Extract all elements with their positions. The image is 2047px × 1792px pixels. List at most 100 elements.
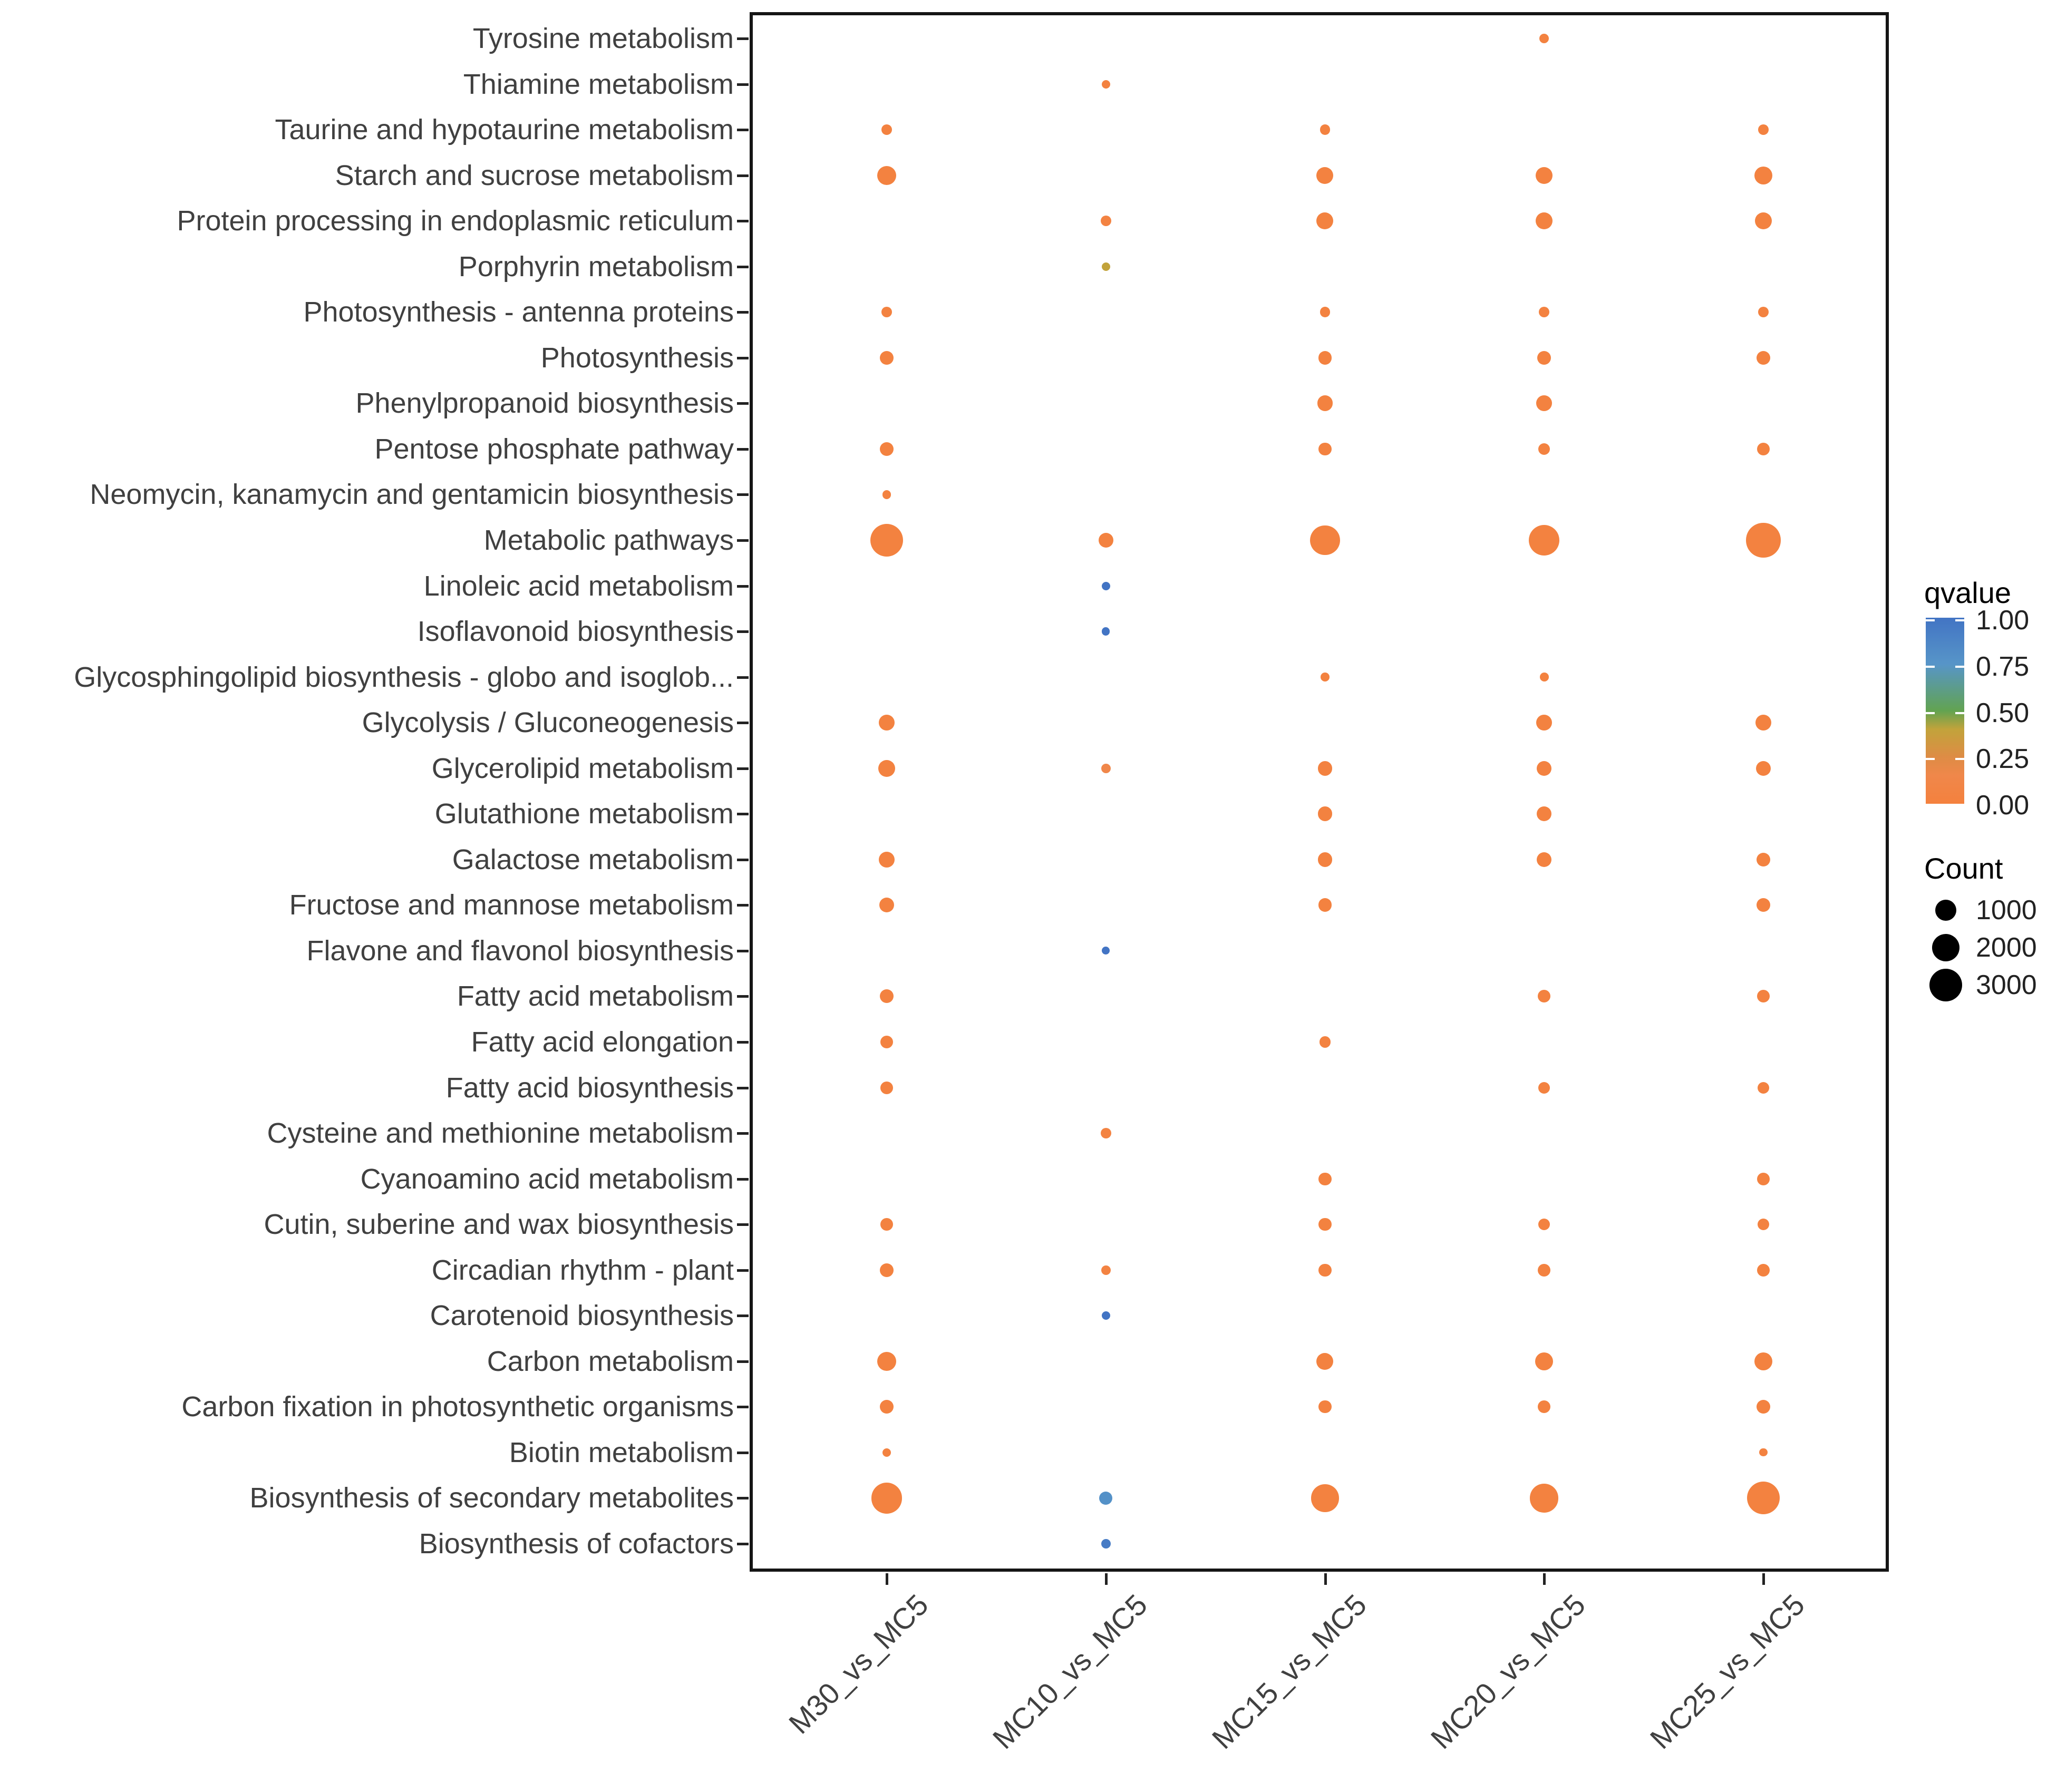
y-axis-tick [737, 1132, 749, 1135]
y-axis-tick [737, 402, 749, 405]
y-axis-tick [737, 311, 749, 314]
data-point [1100, 1128, 1111, 1139]
data-point [1757, 990, 1770, 1003]
data-point [1754, 212, 1772, 230]
data-point [882, 1448, 891, 1457]
data-point [1757, 1263, 1770, 1277]
data-point [1316, 167, 1334, 184]
data-point [1318, 1400, 1332, 1414]
x-axis-tick [1324, 1573, 1327, 1585]
count-legend-label: 2000 [1976, 932, 2037, 963]
data-point [1539, 34, 1549, 43]
y-axis-tick [737, 83, 749, 86]
data-point [1530, 1484, 1559, 1513]
x-axis-tick [1543, 1573, 1546, 1585]
colorbar-tick [1955, 665, 1964, 668]
colorbar-tick [1926, 619, 1935, 621]
data-point [1102, 947, 1110, 955]
y-axis-tick [737, 722, 749, 725]
y-axis-tick [737, 1269, 749, 1272]
data-point [1318, 1172, 1332, 1185]
data-point [1754, 1352, 1772, 1370]
data-point [1754, 166, 1772, 184]
data-point [1538, 1400, 1551, 1414]
data-point [1538, 1082, 1550, 1094]
data-point [1101, 80, 1110, 89]
y-axis-label: Biosynthesis of cofactors [419, 1527, 734, 1560]
y-axis-tick [737, 174, 749, 177]
y-axis-tick [737, 1223, 749, 1226]
data-point [1317, 395, 1333, 412]
qvalue-tick-label: 0.00 [1976, 790, 2030, 821]
data-point [1318, 1263, 1332, 1277]
data-point [1100, 216, 1111, 227]
x-axis-label: MC20_vs_MC5 [1424, 1588, 1592, 1756]
data-point [880, 989, 894, 1004]
data-point [1101, 1311, 1110, 1320]
y-axis-tick [737, 220, 749, 223]
data-point [1758, 1219, 1769, 1231]
data-point [879, 898, 894, 913]
data-point [1535, 1352, 1554, 1370]
y-axis-label: Cyanoamino acid metabolism [360, 1163, 734, 1195]
data-point [1755, 715, 1771, 731]
y-axis-label: Isoflavonoid biosynthesis [417, 616, 734, 648]
y-axis-tick [737, 1177, 749, 1181]
y-axis-tick [737, 37, 749, 40]
data-point [880, 442, 894, 456]
colorbar-tick [1955, 712, 1964, 714]
y-axis-label: Tyrosine metabolism [472, 23, 734, 54]
data-point [1538, 443, 1550, 455]
y-axis-tick [737, 1497, 749, 1500]
data-point [1536, 715, 1553, 731]
colorbar-tick [1955, 758, 1964, 761]
data-point [1316, 1352, 1334, 1370]
data-point [1537, 350, 1551, 365]
y-axis-label: Protein processing in endoplasmic reticu… [177, 205, 734, 237]
data-point [1757, 1172, 1770, 1185]
data-point [1318, 442, 1332, 455]
data-point [1759, 1448, 1768, 1457]
data-point [1316, 212, 1334, 230]
data-point [880, 350, 894, 365]
x-axis-tick [1762, 1573, 1765, 1585]
y-axis-label: Taurine and hypotaurine metabolism [275, 114, 734, 146]
data-point [870, 524, 903, 557]
y-axis-tick [737, 1040, 749, 1044]
y-axis-tick [737, 1360, 749, 1363]
data-point [1539, 307, 1550, 318]
data-point [1101, 1265, 1111, 1275]
data-point [1320, 307, 1331, 318]
data-point [879, 851, 895, 868]
x-axis-label: MC25_vs_MC5 [1643, 1588, 1811, 1756]
data-point [880, 1081, 894, 1094]
y-axis-label: Porphyrin metabolism [458, 250, 734, 283]
data-point [1311, 1484, 1339, 1512]
data-point [1321, 673, 1330, 681]
data-point [1317, 852, 1333, 867]
data-point [1101, 581, 1110, 590]
data-point [882, 490, 891, 499]
y-axis-tick [737, 447, 749, 451]
y-axis-label: Galactose metabolism [452, 843, 734, 875]
y-axis-label: Biotin metabolism [509, 1436, 734, 1468]
y-axis-tick [737, 1542, 749, 1545]
y-axis-tick [737, 904, 749, 907]
y-axis-tick [737, 356, 749, 359]
y-axis-tick [737, 1314, 749, 1318]
y-axis-tick [737, 493, 749, 496]
y-axis-label: Glycerolipid metabolism [431, 752, 734, 784]
data-point [1757, 350, 1770, 365]
y-axis-tick [737, 539, 749, 542]
data-point [1539, 673, 1549, 681]
qvalue-tick-label: 0.25 [1976, 744, 2030, 775]
data-point [1757, 442, 1770, 455]
data-point [1747, 1482, 1780, 1515]
data-point [1318, 350, 1332, 365]
data-point [881, 124, 892, 135]
y-axis-label: Metabolic pathways [483, 524, 734, 556]
colorbar-tick [1926, 758, 1935, 761]
x-axis-label: MC10_vs_MC5 [986, 1588, 1154, 1756]
data-point [878, 759, 895, 777]
data-point [1529, 524, 1560, 556]
